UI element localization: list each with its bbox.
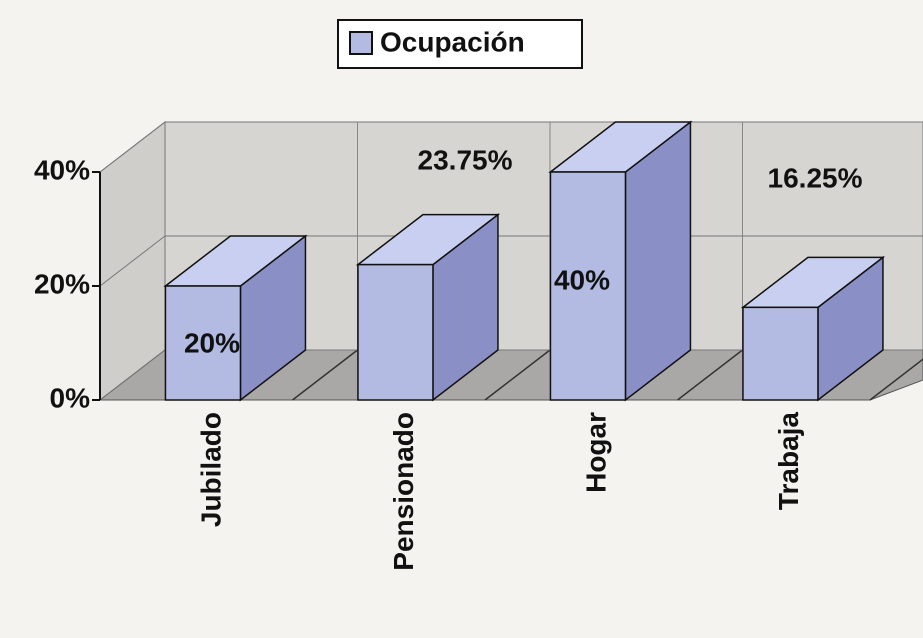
floor-divider bbox=[677, 349, 743, 401]
legend-box bbox=[337, 19, 583, 69]
bar-front bbox=[164, 285, 242, 401]
y-tick-label: 20% bbox=[34, 268, 90, 299]
y-tick-label: 0% bbox=[50, 382, 91, 413]
data-label: 40% bbox=[554, 264, 610, 295]
data-label: 23.75% bbox=[418, 144, 513, 175]
grid-line-side bbox=[99, 349, 166, 401]
x-tick-label: Hogar bbox=[580, 412, 611, 493]
legend-label: Ocupación bbox=[380, 26, 525, 57]
y-tick-label: 40% bbox=[34, 154, 90, 185]
bar bbox=[548, 120, 693, 402]
x-tick-label: Jubilado bbox=[195, 412, 226, 527]
x-tick-label: Trabaja bbox=[773, 412, 804, 510]
legend-swatch bbox=[349, 31, 373, 55]
grid-line-side bbox=[99, 235, 166, 287]
bar-front bbox=[549, 171, 627, 401]
data-label: 20% bbox=[184, 327, 240, 358]
floor-divider bbox=[292, 349, 358, 401]
bar-front bbox=[357, 263, 434, 401]
grid-line-side bbox=[99, 121, 166, 173]
data-label: 16.25% bbox=[768, 162, 863, 193]
bar bbox=[355, 213, 501, 402]
x-tick-label: Pensionado bbox=[388, 412, 419, 571]
bar bbox=[740, 255, 886, 402]
floor-divider bbox=[869, 358, 923, 401]
legend: Ocupación bbox=[337, 19, 583, 69]
bar-front bbox=[742, 306, 819, 401]
floor-divider bbox=[484, 349, 551, 401]
bar bbox=[163, 234, 308, 402]
